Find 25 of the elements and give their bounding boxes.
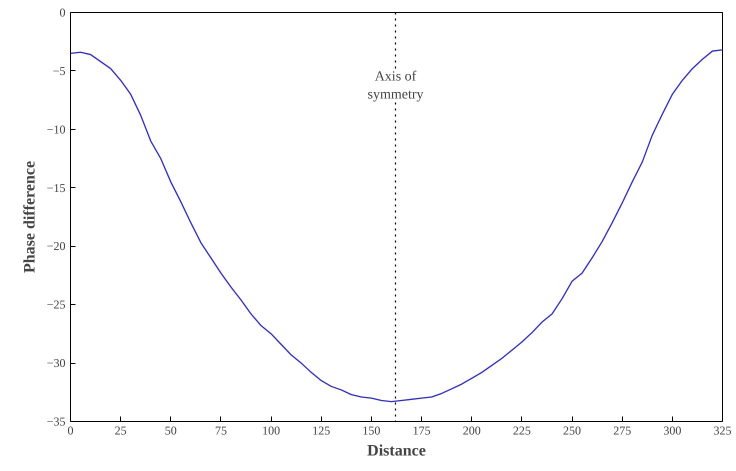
x-axis-title: Distance: [367, 442, 426, 460]
y-tick-label: −15: [46, 180, 66, 195]
x-tick-label: 275: [613, 424, 632, 438]
x-tick-label: 50: [164, 424, 177, 438]
x-tick-label: 200: [462, 424, 481, 438]
y-tick-label: −35: [46, 414, 66, 428]
x-tick-label: 125: [312, 424, 330, 438]
ref-line-label: Axis of symmetry: [368, 69, 424, 102]
y-tick-label: −10: [46, 122, 66, 136]
x-tick-label: 300: [663, 424, 682, 438]
line-series: [70, 49, 722, 402]
y-tick-label: −20: [46, 239, 66, 254]
x-tick-label: 150: [362, 424, 380, 438]
y-tick-label: −30: [46, 356, 66, 370]
x-tick-label: 325: [714, 424, 732, 438]
x-tick-label: 25: [114, 424, 127, 438]
y-axis-title: Phase difference: [22, 160, 39, 274]
y-tick-label: −25: [46, 298, 66, 312]
y-tick-label: −5: [52, 64, 66, 78]
x-tick-label: 225: [512, 424, 531, 438]
x-tick-label: 250: [563, 424, 582, 438]
x-tick-label: 100: [262, 424, 280, 438]
x-tick-label: 75: [214, 424, 227, 438]
y-tick-label: 0: [60, 6, 66, 20]
x-tick-label: 175: [412, 424, 431, 438]
